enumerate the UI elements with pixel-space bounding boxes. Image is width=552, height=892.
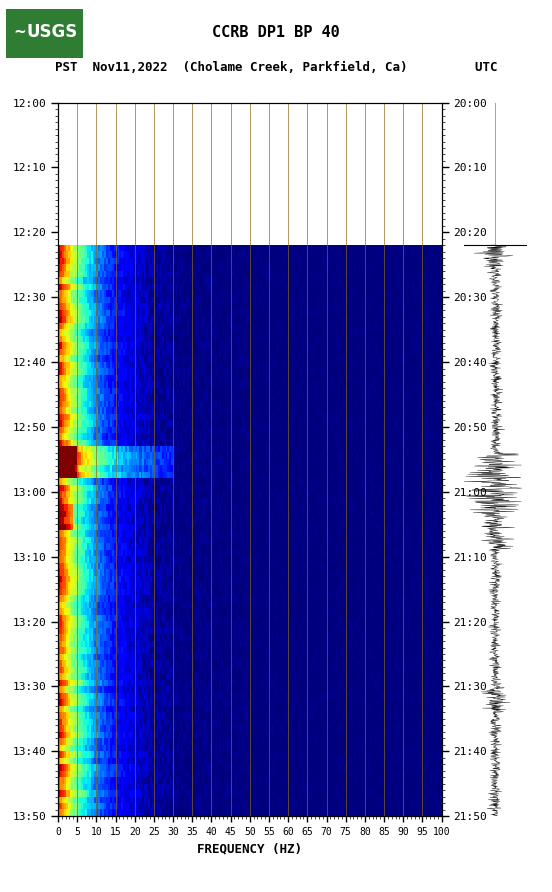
Text: CCRB DP1 BP 40: CCRB DP1 BP 40 xyxy=(212,25,340,40)
X-axis label: FREQUENCY (HZ): FREQUENCY (HZ) xyxy=(197,842,302,855)
Text: USGS: USGS xyxy=(26,23,77,41)
Text: PST  Nov11,2022  (Cholame Creek, Parkfield, Ca)         UTC: PST Nov11,2022 (Cholame Creek, Parkfield… xyxy=(55,61,497,74)
Text: ~: ~ xyxy=(13,25,26,40)
FancyBboxPatch shape xyxy=(0,5,89,62)
